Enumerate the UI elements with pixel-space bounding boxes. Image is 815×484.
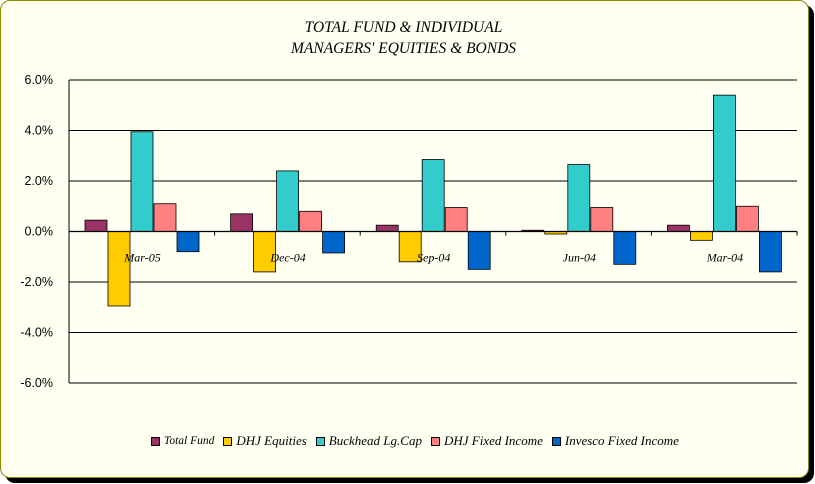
bar xyxy=(421,159,445,232)
bar xyxy=(375,224,399,232)
legend-swatch xyxy=(315,436,325,446)
bar xyxy=(276,170,300,232)
bar xyxy=(467,231,491,270)
chart-title-line-1: TOTAL FUND & INDIVIDUAL xyxy=(304,19,503,36)
chart-title-line-2: MANAGERS' EQUITIES & BONDS xyxy=(290,40,517,57)
y-tick-label: -6.0% xyxy=(20,376,53,390)
legend-item-invesco-fixed-income: Invesco Fixed Income xyxy=(551,433,679,449)
chart-legend: Total Fund DHJ Equities Buckhead Lg.Cap … xyxy=(151,433,688,449)
legend-label: DHJ Equities xyxy=(236,433,307,448)
y-tick-label: 2.0% xyxy=(25,174,54,188)
y-tick-label: -4.0% xyxy=(20,326,53,340)
y-tick-label: 6.0% xyxy=(25,73,54,87)
x-category-label: Mar-05 xyxy=(123,251,160,265)
bar xyxy=(299,210,323,232)
y-tick-label: 4.0% xyxy=(25,124,54,138)
legend-label: Invesco Fixed Income xyxy=(564,433,679,448)
x-category-label: Mar-04 xyxy=(706,251,743,265)
legend-item-dhj-equities: DHJ Equities xyxy=(223,433,307,449)
y-tick-label: 0.0% xyxy=(25,225,54,239)
bar xyxy=(613,231,637,265)
legend-swatch xyxy=(551,436,561,446)
legend-swatch xyxy=(430,436,440,446)
bar xyxy=(107,231,131,307)
bar xyxy=(230,213,254,232)
bar xyxy=(130,131,154,232)
legend-item-buckhead-lg-cap: Buckhead Lg.Cap xyxy=(315,433,422,449)
legend-item-total-fund: Total Fund xyxy=(151,435,214,447)
bar xyxy=(444,207,468,232)
y-tick-label: -2.0% xyxy=(20,275,53,289)
legend-item-dhj-fixed-income: DHJ Fixed Income xyxy=(430,433,543,449)
bar xyxy=(590,207,614,232)
bar xyxy=(322,231,346,254)
bar xyxy=(567,164,591,232)
bar xyxy=(176,231,200,253)
legend-swatch xyxy=(151,436,160,446)
bar xyxy=(84,219,108,232)
legend-label: Buckhead Lg.Cap xyxy=(328,433,422,448)
bar xyxy=(759,231,782,273)
x-category-label: Jun-04 xyxy=(563,251,596,265)
bar xyxy=(736,205,759,232)
bar xyxy=(690,231,713,241)
legend-label: Total Fund xyxy=(164,435,215,447)
x-category-label: Sep-04 xyxy=(417,251,450,265)
legend-swatch xyxy=(223,436,233,446)
x-category-label: Dec-04 xyxy=(269,251,305,265)
bar xyxy=(667,224,690,232)
legend-label: DHJ Fixed Income xyxy=(443,433,543,448)
bar xyxy=(713,94,736,232)
bar xyxy=(153,203,177,232)
